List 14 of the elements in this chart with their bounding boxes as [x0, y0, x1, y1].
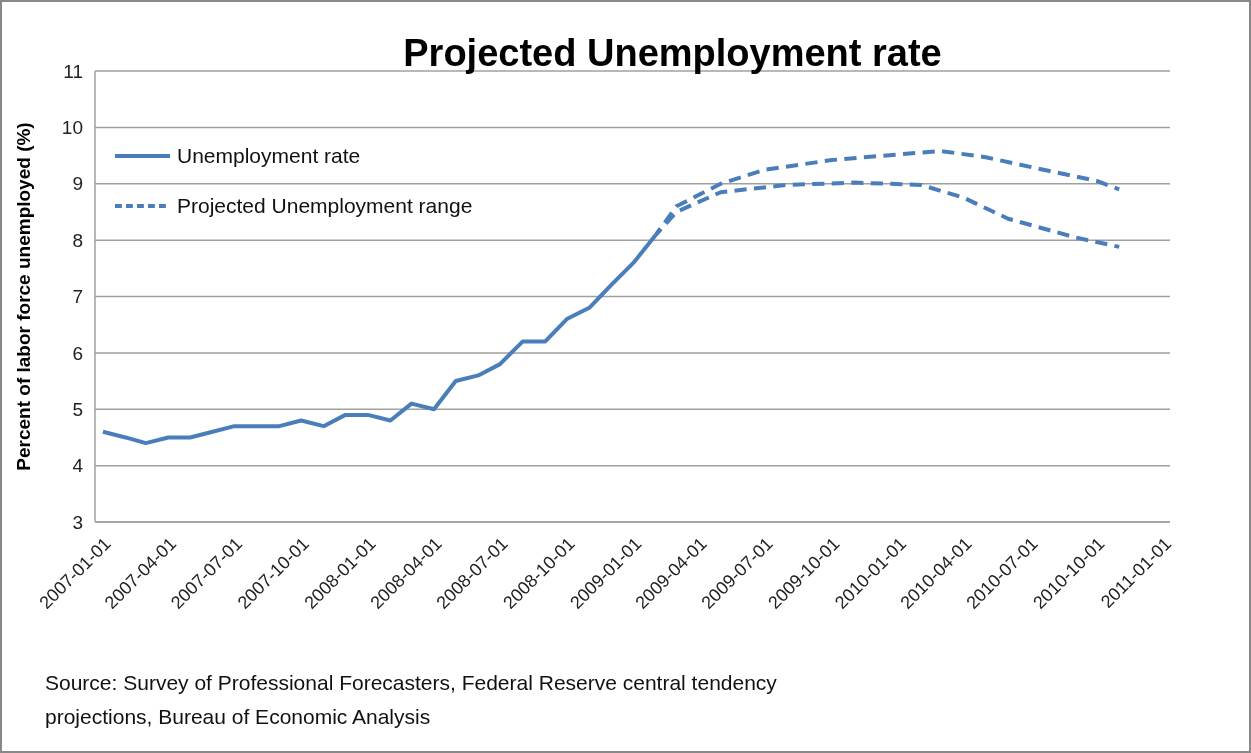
chart-title: Projected Unemployment rate — [403, 32, 942, 74]
y-tick-label: 9 — [72, 173, 83, 195]
y-tick-label: 11 — [63, 60, 83, 82]
y-tick-label: 7 — [72, 286, 83, 308]
legend-label: Projected Unemployment range — [177, 194, 473, 218]
source-note: Source: Survey of Professional Forecasters, Federal Reserve central tendency projections, Bureau of Economic Analysis — [45, 671, 778, 728]
y-axis-title: Percent of labor force unemployed (%) — [13, 122, 34, 471]
y-tick-label: 3 — [72, 511, 83, 533]
y-tick-label: 4 — [72, 455, 84, 477]
y-tick-label: 6 — [72, 342, 83, 364]
y-tick-label: 10 — [61, 117, 83, 139]
y-tick-label: 5 — [72, 398, 83, 420]
y-tick-label: 8 — [72, 229, 83, 251]
legend-label: Unemployment rate — [177, 144, 361, 168]
